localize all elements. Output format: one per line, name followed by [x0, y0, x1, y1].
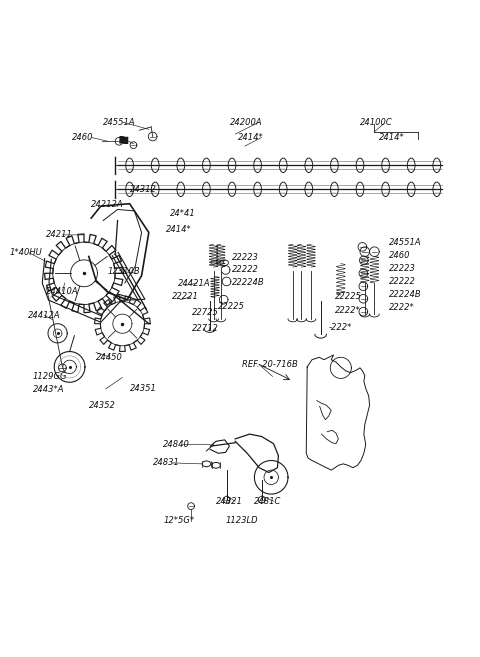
Text: 24200A: 24200A: [230, 118, 263, 127]
Text: 24821: 24821: [216, 497, 243, 506]
Text: 24211: 24211: [46, 231, 72, 239]
Text: 24352: 24352: [89, 401, 116, 410]
Text: 22222: 22222: [232, 265, 259, 275]
Text: 1*40HU: 1*40HU: [10, 248, 42, 257]
Text: 24*41: 24*41: [170, 209, 196, 218]
Text: 2460: 2460: [72, 133, 94, 142]
Text: 1129GG: 1129GG: [33, 372, 67, 381]
Text: 2414*: 2414*: [379, 133, 405, 142]
Text: 2460: 2460: [389, 250, 410, 260]
Text: 1123LD: 1123LD: [226, 516, 258, 525]
Text: 22221: 22221: [172, 292, 199, 302]
Text: 22222: 22222: [389, 277, 416, 286]
Text: 24840: 24840: [163, 440, 190, 449]
Text: 22223: 22223: [232, 253, 259, 262]
Text: 22712: 22712: [192, 324, 219, 333]
Text: 2414*: 2414*: [166, 225, 192, 234]
Text: 24312: 24312: [130, 185, 156, 194]
Text: 24412A: 24412A: [28, 311, 60, 319]
Text: 22225: 22225: [218, 302, 245, 311]
Text: 24551A: 24551A: [103, 118, 136, 127]
Text: 24551A: 24551A: [389, 238, 421, 246]
Text: REF. 20-716B: REF. 20-716B: [242, 360, 298, 369]
Text: 22223: 22223: [389, 263, 416, 273]
Text: 24410A: 24410A: [46, 286, 78, 296]
Text: 2414*: 2414*: [238, 133, 264, 142]
Text: 2443*A: 2443*A: [33, 386, 64, 394]
Text: 24831: 24831: [153, 459, 180, 467]
Text: 2222*: 2222*: [389, 304, 415, 312]
Text: 22224B: 22224B: [389, 290, 421, 300]
Text: 22225: 22225: [335, 292, 362, 302]
Text: 22224B: 22224B: [232, 278, 264, 287]
Text: 24450: 24450: [96, 353, 123, 362]
Text: 22725: 22725: [192, 307, 219, 317]
Text: 12310B: 12310B: [108, 267, 141, 277]
Text: 24351: 24351: [130, 384, 156, 394]
Text: 2222*: 2222*: [335, 306, 361, 315]
Text: 12*5G*: 12*5G*: [163, 516, 194, 525]
Text: 24212A: 24212A: [91, 200, 124, 209]
Text: -222*: -222*: [329, 323, 352, 332]
Text: 2481C: 2481C: [254, 497, 282, 506]
Text: 24421A: 24421A: [178, 279, 210, 288]
Text: 24100C: 24100C: [360, 118, 393, 127]
